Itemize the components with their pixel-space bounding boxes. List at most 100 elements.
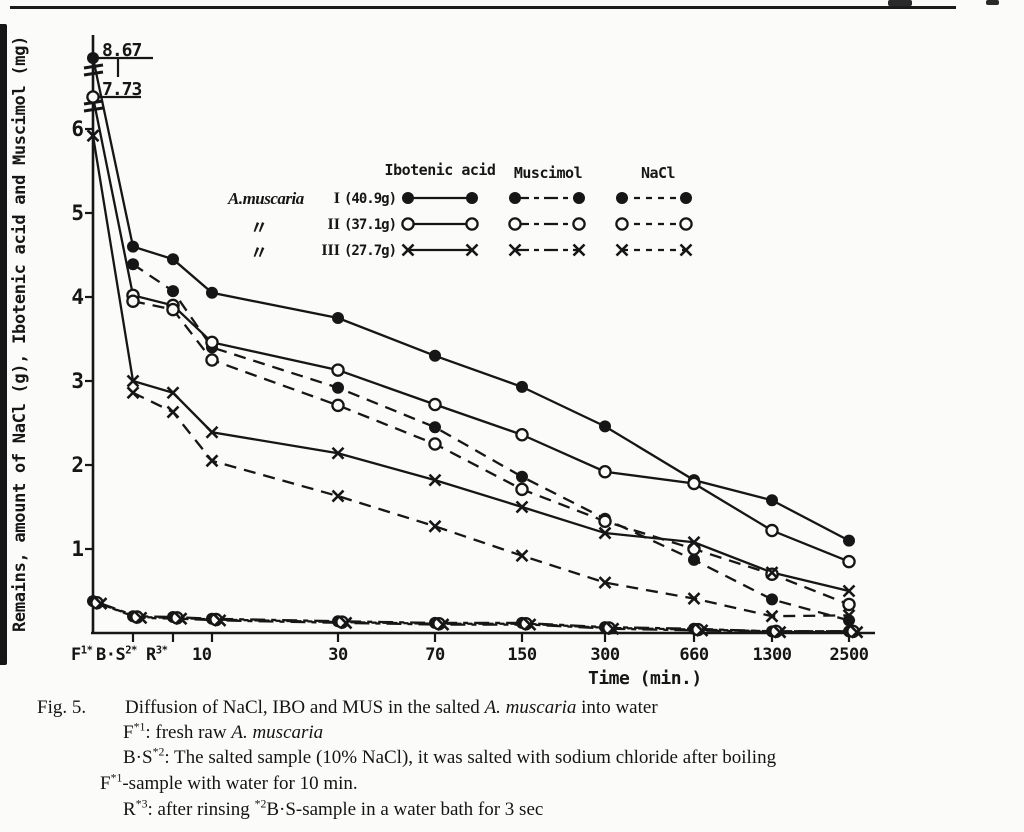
- cross-marker-icon: [615, 243, 629, 257]
- cross-marker-icon: [174, 612, 188, 626]
- x-tick-marks: [131, 633, 851, 642]
- cross-marker-icon: [331, 446, 345, 460]
- x-tick-label: 300: [590, 645, 620, 665]
- x-tick-label: F1*: [71, 644, 93, 665]
- cross-marker-icon: [572, 243, 586, 257]
- filled-circle-marker-icon: [429, 349, 441, 362]
- open-circle-marker-icon: [572, 217, 586, 231]
- y-tick-label: 3: [71, 369, 84, 393]
- caption-definition-r: R*3: after rinsing *2B·S-sample in a wat…: [123, 797, 544, 820]
- cross-marker-icon: [850, 625, 864, 639]
- filled-circle-marker-icon: [766, 593, 778, 606]
- open-circle-marker-icon: [331, 363, 345, 377]
- cross-marker-icon: [598, 526, 612, 540]
- cross-marker-icon: [687, 535, 701, 549]
- x-axis-title: Time (min.): [588, 668, 702, 689]
- figure-number: Fig. 5.: [37, 697, 87, 718]
- filled-circle-marker-icon: [516, 470, 528, 483]
- x-tick-label: 10: [192, 645, 212, 665]
- open-circle-marker-icon: [679, 217, 693, 231]
- cross-marker-icon: [765, 609, 779, 623]
- open-circle-marker-icon: [205, 353, 219, 367]
- cross-marker-icon: [436, 618, 450, 632]
- series-line-muscimol-i: [132, 263, 850, 622]
- x-tick-label: R3*: [146, 644, 168, 665]
- open-circle-marker-icon: [515, 482, 529, 497]
- legend-line-sample: [615, 217, 693, 231]
- y-tick-label: 2: [71, 453, 84, 477]
- cropped-header-smudge: [986, 0, 999, 5]
- cross-marker-icon: [401, 243, 415, 257]
- legend-line-sample: [509, 192, 585, 204]
- caption-definition-f: F*1: fresh raw A. muscaria: [123, 720, 324, 743]
- cross-marker-icon: [606, 622, 620, 636]
- open-circle-marker-icon: [842, 554, 856, 569]
- legend-species-label: A.muscaria: [228, 189, 304, 208]
- cross-marker-icon: [765, 566, 779, 579]
- cross-marker-icon: [126, 386, 140, 400]
- filled-circle-marker-icon: [843, 534, 855, 547]
- cross-marker-icon: [465, 243, 479, 257]
- legend-line-sample: [401, 217, 479, 231]
- caption-definition-bs-cont: F*1-sample with water for 10 min.: [100, 771, 358, 794]
- legend-header-nacl: NaCl: [640, 164, 676, 182]
- legend-line-sample: [402, 192, 478, 204]
- open-circle-marker-icon: [331, 398, 345, 413]
- x-tick-label: 150: [507, 645, 537, 665]
- y-tick-marks: [85, 127, 93, 551]
- cross-marker-icon: [86, 129, 100, 143]
- filled-circle-marker-icon: [127, 258, 139, 271]
- filled-circle-marker-icon: [466, 192, 478, 204]
- filled-circle-marker-icon: [332, 312, 344, 324]
- filled-circle-marker-icon: [509, 192, 521, 204]
- legend-line-sample: [508, 217, 586, 231]
- legend-swatch-ibotenic-acid-iii: [398, 237, 482, 263]
- annotation-leaders: [95, 56, 153, 99]
- filled-circle-marker-icon: [573, 192, 585, 204]
- cross-marker-icon: [94, 597, 108, 611]
- cross-marker-icon: [842, 608, 856, 622]
- legend-header-muscimol: Muscimol: [513, 164, 583, 182]
- legend-line-sample: [508, 243, 586, 257]
- cross-marker-icon: [695, 624, 709, 637]
- filled-circle-marker-icon: [167, 253, 179, 266]
- legend-swatch-nacl-i: [612, 185, 696, 211]
- open-circle-marker-icon: [508, 217, 522, 231]
- legend-swatch-ibotenic-acid-i: [398, 185, 482, 211]
- x-tick-label: 660: [679, 645, 709, 665]
- cross-marker-icon: [515, 500, 529, 514]
- legend-swatch-ibotenic-acid-ii: [398, 211, 482, 237]
- y-tick-label: 1: [71, 537, 84, 561]
- data-series-layer: [86, 51, 864, 639]
- legend-line-sample: [616, 192, 692, 204]
- open-circle-marker-icon: [126, 294, 140, 308]
- filled-circle-marker-icon: [87, 51, 99, 64]
- cropped-header-smudge: [888, 0, 912, 6]
- cross-marker-icon: [205, 454, 219, 468]
- cross-marker-icon: [166, 405, 180, 419]
- open-circle-marker-icon: [598, 514, 612, 529]
- scan-edge-artifact: [0, 24, 7, 665]
- cross-marker-icon: [428, 519, 442, 533]
- filled-circle-marker-icon: [206, 286, 218, 299]
- legend-swatch-nacl-iii: [612, 237, 696, 263]
- filled-circle-marker-icon: [680, 192, 692, 204]
- annotation-value: 7.73: [102, 79, 142, 100]
- cross-marker-icon: [331, 489, 345, 503]
- legend-line-sample: [401, 243, 479, 257]
- open-circle-marker-icon: [515, 428, 529, 442]
- open-circle-marker-icon: [465, 217, 479, 231]
- cross-marker-icon: [428, 473, 442, 487]
- open-circle-marker-icon: [86, 90, 100, 104]
- x-tick-label: 70: [425, 645, 445, 665]
- open-circle-marker-icon: [428, 397, 442, 412]
- cross-marker-icon: [679, 243, 693, 257]
- legend-header-ibotenic-acid: Ibotenic acid: [384, 161, 496, 179]
- annotation-value: 8.67: [102, 40, 142, 61]
- cross-marker-icon: [339, 616, 353, 630]
- open-circle-marker-icon: [842, 597, 856, 612]
- filled-circle-marker-icon: [766, 494, 778, 507]
- cross-marker-icon: [515, 549, 529, 563]
- x-tick-label: B·S2*: [96, 644, 137, 665]
